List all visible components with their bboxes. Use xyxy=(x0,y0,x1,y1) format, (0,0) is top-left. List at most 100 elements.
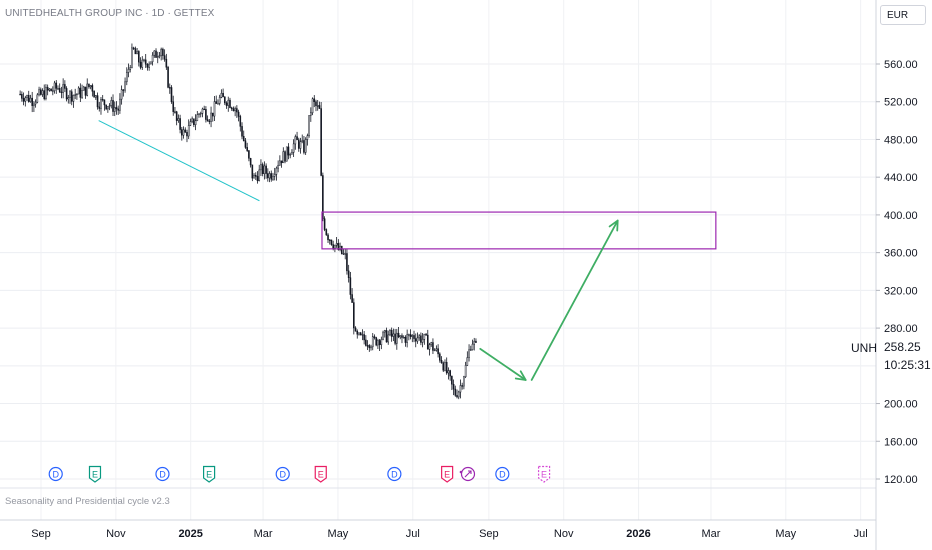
dividend-icon[interactable]: D xyxy=(48,466,63,482)
candle-body xyxy=(162,48,164,56)
dividend-icon[interactable]: D xyxy=(155,466,170,482)
candle-body xyxy=(175,111,178,121)
earnings-icon[interactable]: E xyxy=(88,465,102,483)
candle-body xyxy=(113,107,116,112)
drawings-layer[interactable] xyxy=(321,211,717,381)
trendline-layer[interactable] xyxy=(98,120,260,202)
candle-body xyxy=(277,164,279,169)
candle-body xyxy=(46,86,49,91)
candle-body xyxy=(29,97,32,102)
event-icon-letter: D xyxy=(52,470,59,480)
candle-body xyxy=(359,332,362,336)
bar-countdown-label: 10:25:31 xyxy=(884,358,931,372)
candle-body xyxy=(27,95,30,102)
candle-body xyxy=(337,243,340,250)
candle-body xyxy=(246,147,248,151)
earnings-icon[interactable]: E xyxy=(202,465,216,483)
candle-body xyxy=(91,85,94,92)
candle-body xyxy=(224,96,226,104)
candle-body xyxy=(294,136,297,145)
time-tick-label: 2026 xyxy=(626,528,650,540)
event-icon-letter: E xyxy=(444,470,450,480)
candle-body xyxy=(363,334,365,341)
symbol-title[interactable]: UNITEDHEALTH GROUP INC · 1D · GETTEX xyxy=(5,8,215,19)
earnings-icon[interactable]: E xyxy=(537,465,551,483)
candle-body xyxy=(241,126,243,137)
dividend-icon[interactable]: D xyxy=(275,466,290,482)
split-icon[interactable] xyxy=(459,466,476,482)
price-tick-label: 560.00 xyxy=(884,59,918,71)
time-tick-label: May xyxy=(775,528,796,540)
candle-body xyxy=(242,136,245,142)
time-tick-label: Jul xyxy=(406,528,420,540)
candle-body xyxy=(442,362,445,371)
event-icon-letter: E xyxy=(206,470,212,480)
candle-body xyxy=(134,48,137,55)
earnings-icon[interactable]: E xyxy=(441,465,454,483)
candle-body xyxy=(468,349,470,358)
candle-body xyxy=(313,98,316,102)
candle-body xyxy=(95,95,97,98)
candle-body xyxy=(308,115,310,136)
candle-body xyxy=(189,121,192,126)
earnings-icon[interactable]: E xyxy=(314,465,327,483)
candle-body xyxy=(206,119,209,122)
candle-body xyxy=(401,335,403,338)
candle-body xyxy=(181,129,183,136)
projection-arrow-up-head[interactable] xyxy=(608,219,619,232)
candle-body xyxy=(210,112,212,122)
candle-body xyxy=(394,333,396,344)
candle-body xyxy=(371,336,374,348)
last-price-symbol: UNH xyxy=(851,341,877,355)
candle-body xyxy=(420,335,422,343)
candle-body xyxy=(107,106,109,110)
candle-body xyxy=(72,94,75,102)
candle-body xyxy=(234,108,236,112)
candle-body xyxy=(385,330,388,343)
price-tick-label: 320.00 xyxy=(884,285,918,297)
candle-body xyxy=(404,336,407,343)
candle-body xyxy=(220,92,223,98)
candle-body xyxy=(439,353,441,361)
candle-body xyxy=(112,100,114,112)
currency-selector[interactable]: EUR xyxy=(880,5,926,25)
candle-body xyxy=(170,87,173,103)
price-tick-label: 480.00 xyxy=(884,134,918,146)
candle-body xyxy=(193,118,195,126)
time-axis[interactable]: Sep Nov 2025 Mar May Jul Sep Nov 2026 Mar May Jul xyxy=(31,528,867,540)
candle-body xyxy=(349,277,352,295)
candle-body xyxy=(428,344,431,350)
candle-body xyxy=(344,253,347,255)
candle-body xyxy=(229,99,231,108)
candle-body xyxy=(53,82,56,92)
candle-body xyxy=(182,129,185,136)
projection-arrow-down[interactable] xyxy=(479,347,527,381)
supply-zone-rectangle[interactable] xyxy=(321,211,717,250)
candle-body xyxy=(67,97,70,100)
trendline[interactable] xyxy=(98,120,260,202)
candle-body xyxy=(33,103,35,106)
candle-body xyxy=(423,333,426,340)
projection-arrow-up[interactable] xyxy=(530,219,619,381)
candle-body xyxy=(232,108,235,112)
dividend-icon[interactable]: D xyxy=(387,466,402,482)
dividend-icon[interactable]: D xyxy=(495,466,510,482)
time-tick-label: Nov xyxy=(554,528,574,540)
projection-arrow-down-head[interactable] xyxy=(514,370,527,381)
candle-body xyxy=(191,118,193,122)
candle-body xyxy=(310,112,312,116)
indicator-label[interactable]: Seasonality and Presidential cycle v2.3 xyxy=(5,496,170,507)
candle-body xyxy=(127,69,130,73)
time-tick-label: May xyxy=(328,528,349,540)
candle-body xyxy=(36,94,39,103)
candle-body xyxy=(390,330,393,337)
candle-body xyxy=(237,111,240,117)
candle-body xyxy=(430,342,433,346)
candle-body xyxy=(399,335,402,338)
candle-body xyxy=(444,361,446,371)
candle-body xyxy=(186,132,188,137)
last-price-label: 258.25 xyxy=(884,340,921,354)
